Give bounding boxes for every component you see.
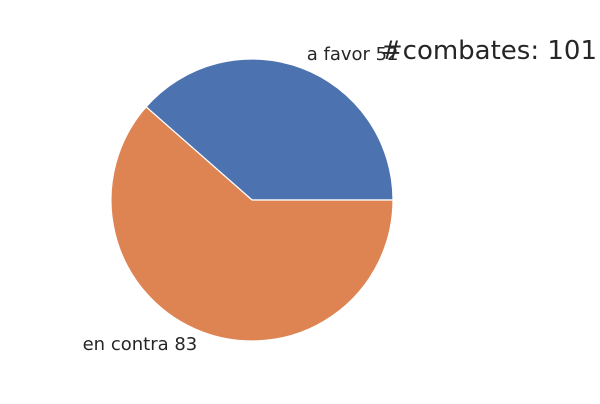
pie-slice-en-contra <box>110 106 394 342</box>
labels-layer: a favor 52 en contra 83 <box>83 44 399 355</box>
chart-title: #combates: 101 <box>381 36 597 66</box>
pie-slice-a-favor <box>145 58 394 201</box>
pie-slice-label-a-favor: a favor 52 <box>307 44 399 65</box>
slices-layer <box>110 58 394 342</box>
pie-slice-label-en-contra: en contra 83 <box>83 334 198 355</box>
